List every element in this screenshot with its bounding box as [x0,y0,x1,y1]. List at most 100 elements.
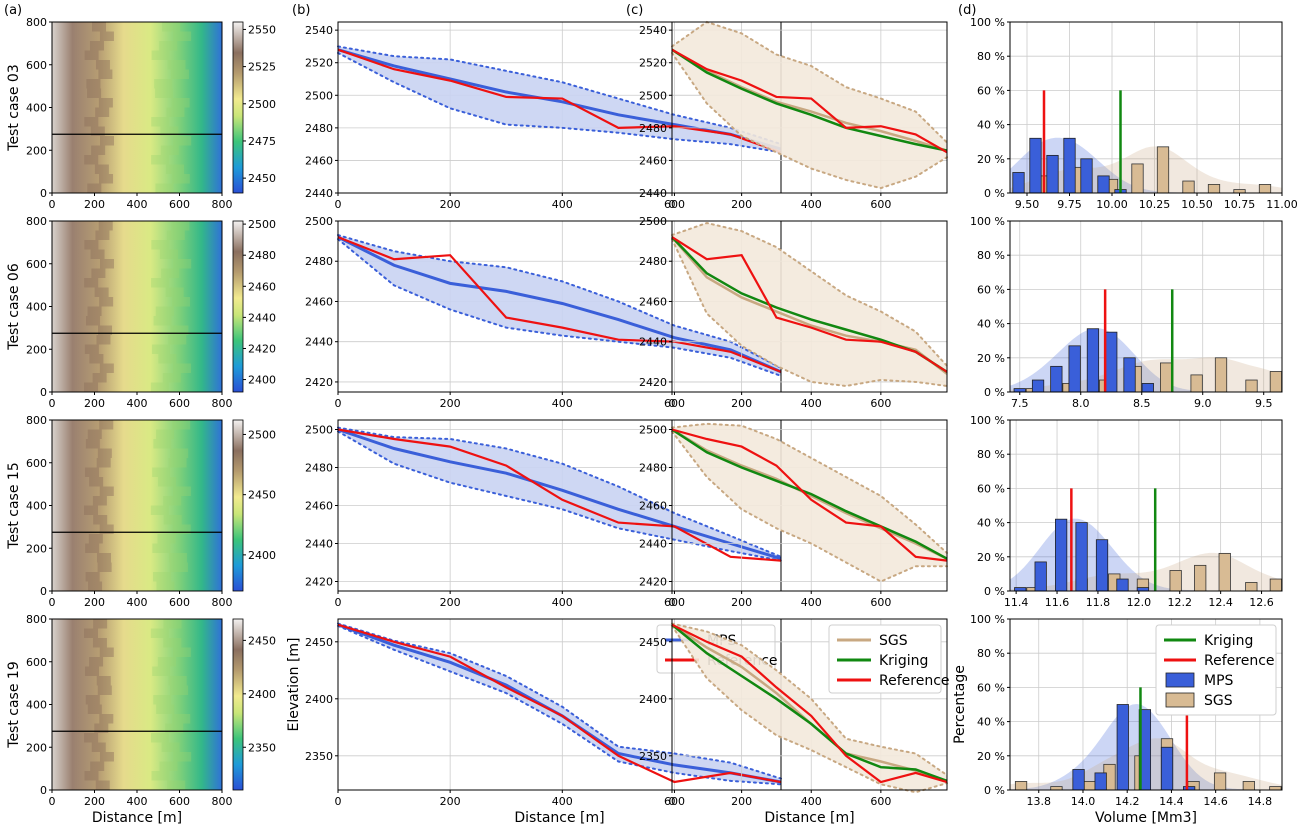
reference-line [671,623,948,784]
terrain-valley [161,268,180,278]
x-tick-label: 400 [552,397,573,410]
terrain-ridge [99,31,114,41]
colorbar-tick-label: 2350 [248,741,276,754]
terrain-valley [155,183,174,193]
y-tick-label: 200 [26,542,47,555]
row-label: Test case 15 [6,462,22,549]
reference-line [337,428,782,562]
sgs-upper-line [671,422,948,554]
terrain-ridge [91,268,106,278]
mps-bar [1014,587,1027,592]
map-panel-2: 0 200 400 600 800 0 200 400 600 800 Test case 15 24… [6,414,276,609]
x-tick-label: 0 [49,397,56,410]
terrain-ridge [99,524,114,534]
terrain-valley [152,467,171,477]
colorbar-tick-label: 2500 [248,218,276,231]
terrain-ridge [84,117,99,127]
x-tick-label: 200 [84,596,105,609]
terrain-valley [171,174,190,184]
reference-line [671,428,948,562]
mps-upper-line [337,234,782,369]
terrain-ridge [87,183,102,193]
mps-bar [1105,331,1118,393]
terrain-valley [151,50,170,60]
y-tick-label: 2460 [639,500,667,513]
sgs-mean-line [671,428,948,560]
terrain-ridge [98,221,113,231]
b-xlabel: Distance [m] [514,810,604,825]
y-tick-label: 200 [26,144,47,157]
terrain-valley [159,761,178,771]
sgs-bar [1207,184,1221,194]
y-tick-label: 600 [26,59,47,72]
axes-frame [1009,618,1283,791]
terrain-ridge [99,714,114,724]
sgs-band [672,223,947,386]
terrain-valley [153,316,172,326]
terrain-ridge [95,230,110,240]
x-tick-label: 0 [335,795,342,808]
mps-bar [1086,328,1100,393]
legend-box [1155,624,1277,716]
terrain-ridge [99,136,114,146]
legend: SGS Kriging Reference [828,624,950,694]
terrain-valley [151,240,170,250]
terrain-ridge [85,316,100,326]
reference-line [337,236,782,373]
row-label: Test case 06 [6,263,22,351]
terrain-ridge [84,505,99,515]
y-tick-label: 400 [26,301,47,314]
y-tick-label: 40 % [977,716,1005,729]
sgs-bar [1269,578,1282,592]
mps-upper-line [337,426,782,558]
y-tick-label: 2450 [639,636,667,649]
kriging-line [671,428,948,560]
sgs-band [672,423,947,582]
terrain-ridge [99,647,114,657]
terrain-ridge [90,249,105,259]
reference-line [337,48,782,154]
terrain-valley [161,742,180,752]
y-tick-label: 2480 [305,255,333,268]
y-tick-label: 60 % [977,283,1005,296]
terrain-ridge [99,297,114,307]
legend-entry: Kriging [879,653,928,669]
terrain-heatmap [52,619,222,790]
y-tick-label: 80 % [977,249,1005,262]
colorbar-tick-label: 2500 [248,98,276,111]
y-tick-label: 100 % [970,414,1005,427]
terrain-valley [162,22,180,32]
y-tick-label: 2440 [305,336,333,349]
y-tick-label: 2480 [639,122,667,135]
terrain-valley [153,572,172,582]
x-tick-label: 13.8 [1026,795,1051,808]
y-tick-label: 2520 [305,57,333,70]
y-tick-label: 80 % [977,647,1005,660]
map-panel-1: 0 200 400 600 800 0 200 400 600 800 Test case 06 24… [6,215,276,410]
x-tick-label: 0 [335,596,342,609]
y-tick-label: 20 % [977,352,1005,365]
mps-bar [1160,746,1174,791]
y-tick-label: 400 [26,102,47,115]
x-tick-label: 11.6 [1045,596,1070,609]
row-label: Test case 03 [6,64,22,151]
mps-bar [1080,158,1093,194]
x-tick-label: 800 [212,397,233,410]
colorbar-tick-label: 2475 [248,135,276,148]
terrain-valley [166,230,185,240]
mps-bar [1046,154,1059,194]
sgs-bar [1269,371,1283,393]
legend-entry: SGS [879,633,908,649]
b-panel-2: 2420 2440 2460 2480 2500 0 200 400 600 [305,419,782,609]
x-tick-label: 14.2 [1115,795,1140,808]
terrain-valley [165,723,184,733]
c-panel-3: 2350 2400 2450 0 200 400 600 SGS Kriging Referenc… [639,618,950,808]
x-tick-label: 8.5 [1133,397,1151,410]
mps-bar [1012,172,1025,194]
reference-line [671,236,948,373]
mps-bar [1050,365,1063,393]
sgs-bar [1269,786,1282,791]
colorbar-tick-label: 2525 [248,61,276,74]
reference-line [671,48,948,154]
x-tick-label: 400 [552,795,573,808]
